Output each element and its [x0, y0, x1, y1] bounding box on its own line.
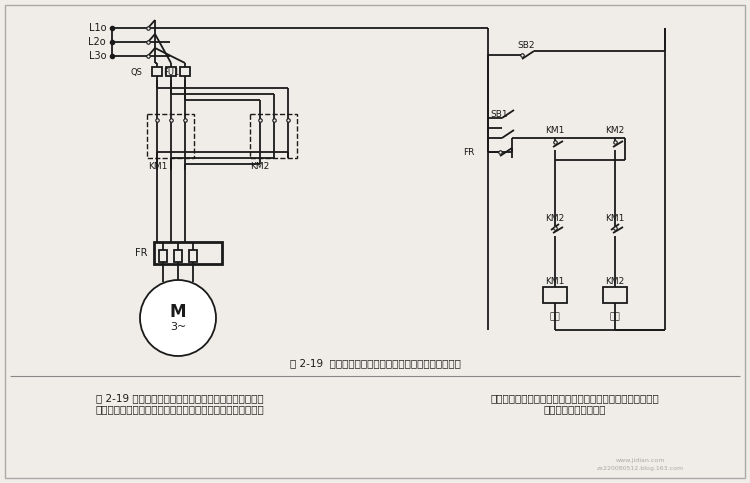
- Text: KM2: KM2: [605, 126, 625, 134]
- Bar: [147, 114, 194, 158]
- Text: 图 2-19  以转换开关预选转向的接触器可逆运行控制线路: 图 2-19 以转换开关预选转向的接触器可逆运行控制线路: [290, 358, 460, 368]
- Bar: [166, 67, 176, 76]
- Text: 动机的运转方向，灵活地改变控制方式。并且还能够进行点动
断续和连续可逆运行。: 动机的运转方向，灵活地改变控制方式。并且还能够进行点动 断续和连续可逆运行。: [490, 393, 659, 414]
- Text: KM1: KM1: [148, 161, 167, 170]
- Bar: [543, 287, 567, 303]
- Text: KM2: KM2: [605, 276, 625, 285]
- Text: KM1: KM1: [605, 213, 625, 223]
- Bar: [154, 242, 222, 264]
- Text: 图 2-19 所示是以转换开关来预选转向的接触器可逆运行
控制线路。该线路中装置了一只转换开关后，就能预先选择电: 图 2-19 所示是以转换开关来预选转向的接触器可逆运行 控制线路。该线路中装置…: [96, 393, 264, 414]
- Text: L3o: L3o: [88, 51, 106, 61]
- Circle shape: [140, 280, 216, 356]
- Text: M: M: [170, 303, 186, 321]
- Bar: [189, 250, 197, 262]
- Text: SB2: SB2: [517, 41, 535, 49]
- Bar: [152, 67, 162, 76]
- Text: KM2: KM2: [545, 213, 565, 223]
- Text: L1o: L1o: [88, 23, 106, 33]
- Bar: [174, 250, 182, 262]
- Text: QS: QS: [130, 68, 142, 76]
- Text: L2o: L2o: [88, 37, 106, 47]
- Text: KM2: KM2: [250, 161, 269, 170]
- Text: 3~: 3~: [170, 322, 186, 332]
- Text: zx220080512.blog.163.com: zx220080512.blog.163.com: [596, 466, 683, 470]
- Text: FR: FR: [136, 248, 148, 258]
- Text: KM1: KM1: [545, 126, 565, 134]
- Text: SB1: SB1: [490, 110, 508, 118]
- Bar: [159, 250, 167, 262]
- Text: KM1: KM1: [545, 276, 565, 285]
- Text: FR: FR: [464, 147, 475, 156]
- Text: 反转: 反转: [610, 313, 620, 322]
- Text: 正转: 正转: [550, 313, 560, 322]
- Bar: [250, 114, 297, 158]
- Text: FU1: FU1: [163, 68, 179, 76]
- Bar: [603, 287, 627, 303]
- Bar: [180, 67, 190, 76]
- Text: www.jidian.com: www.jidian.com: [615, 457, 664, 463]
